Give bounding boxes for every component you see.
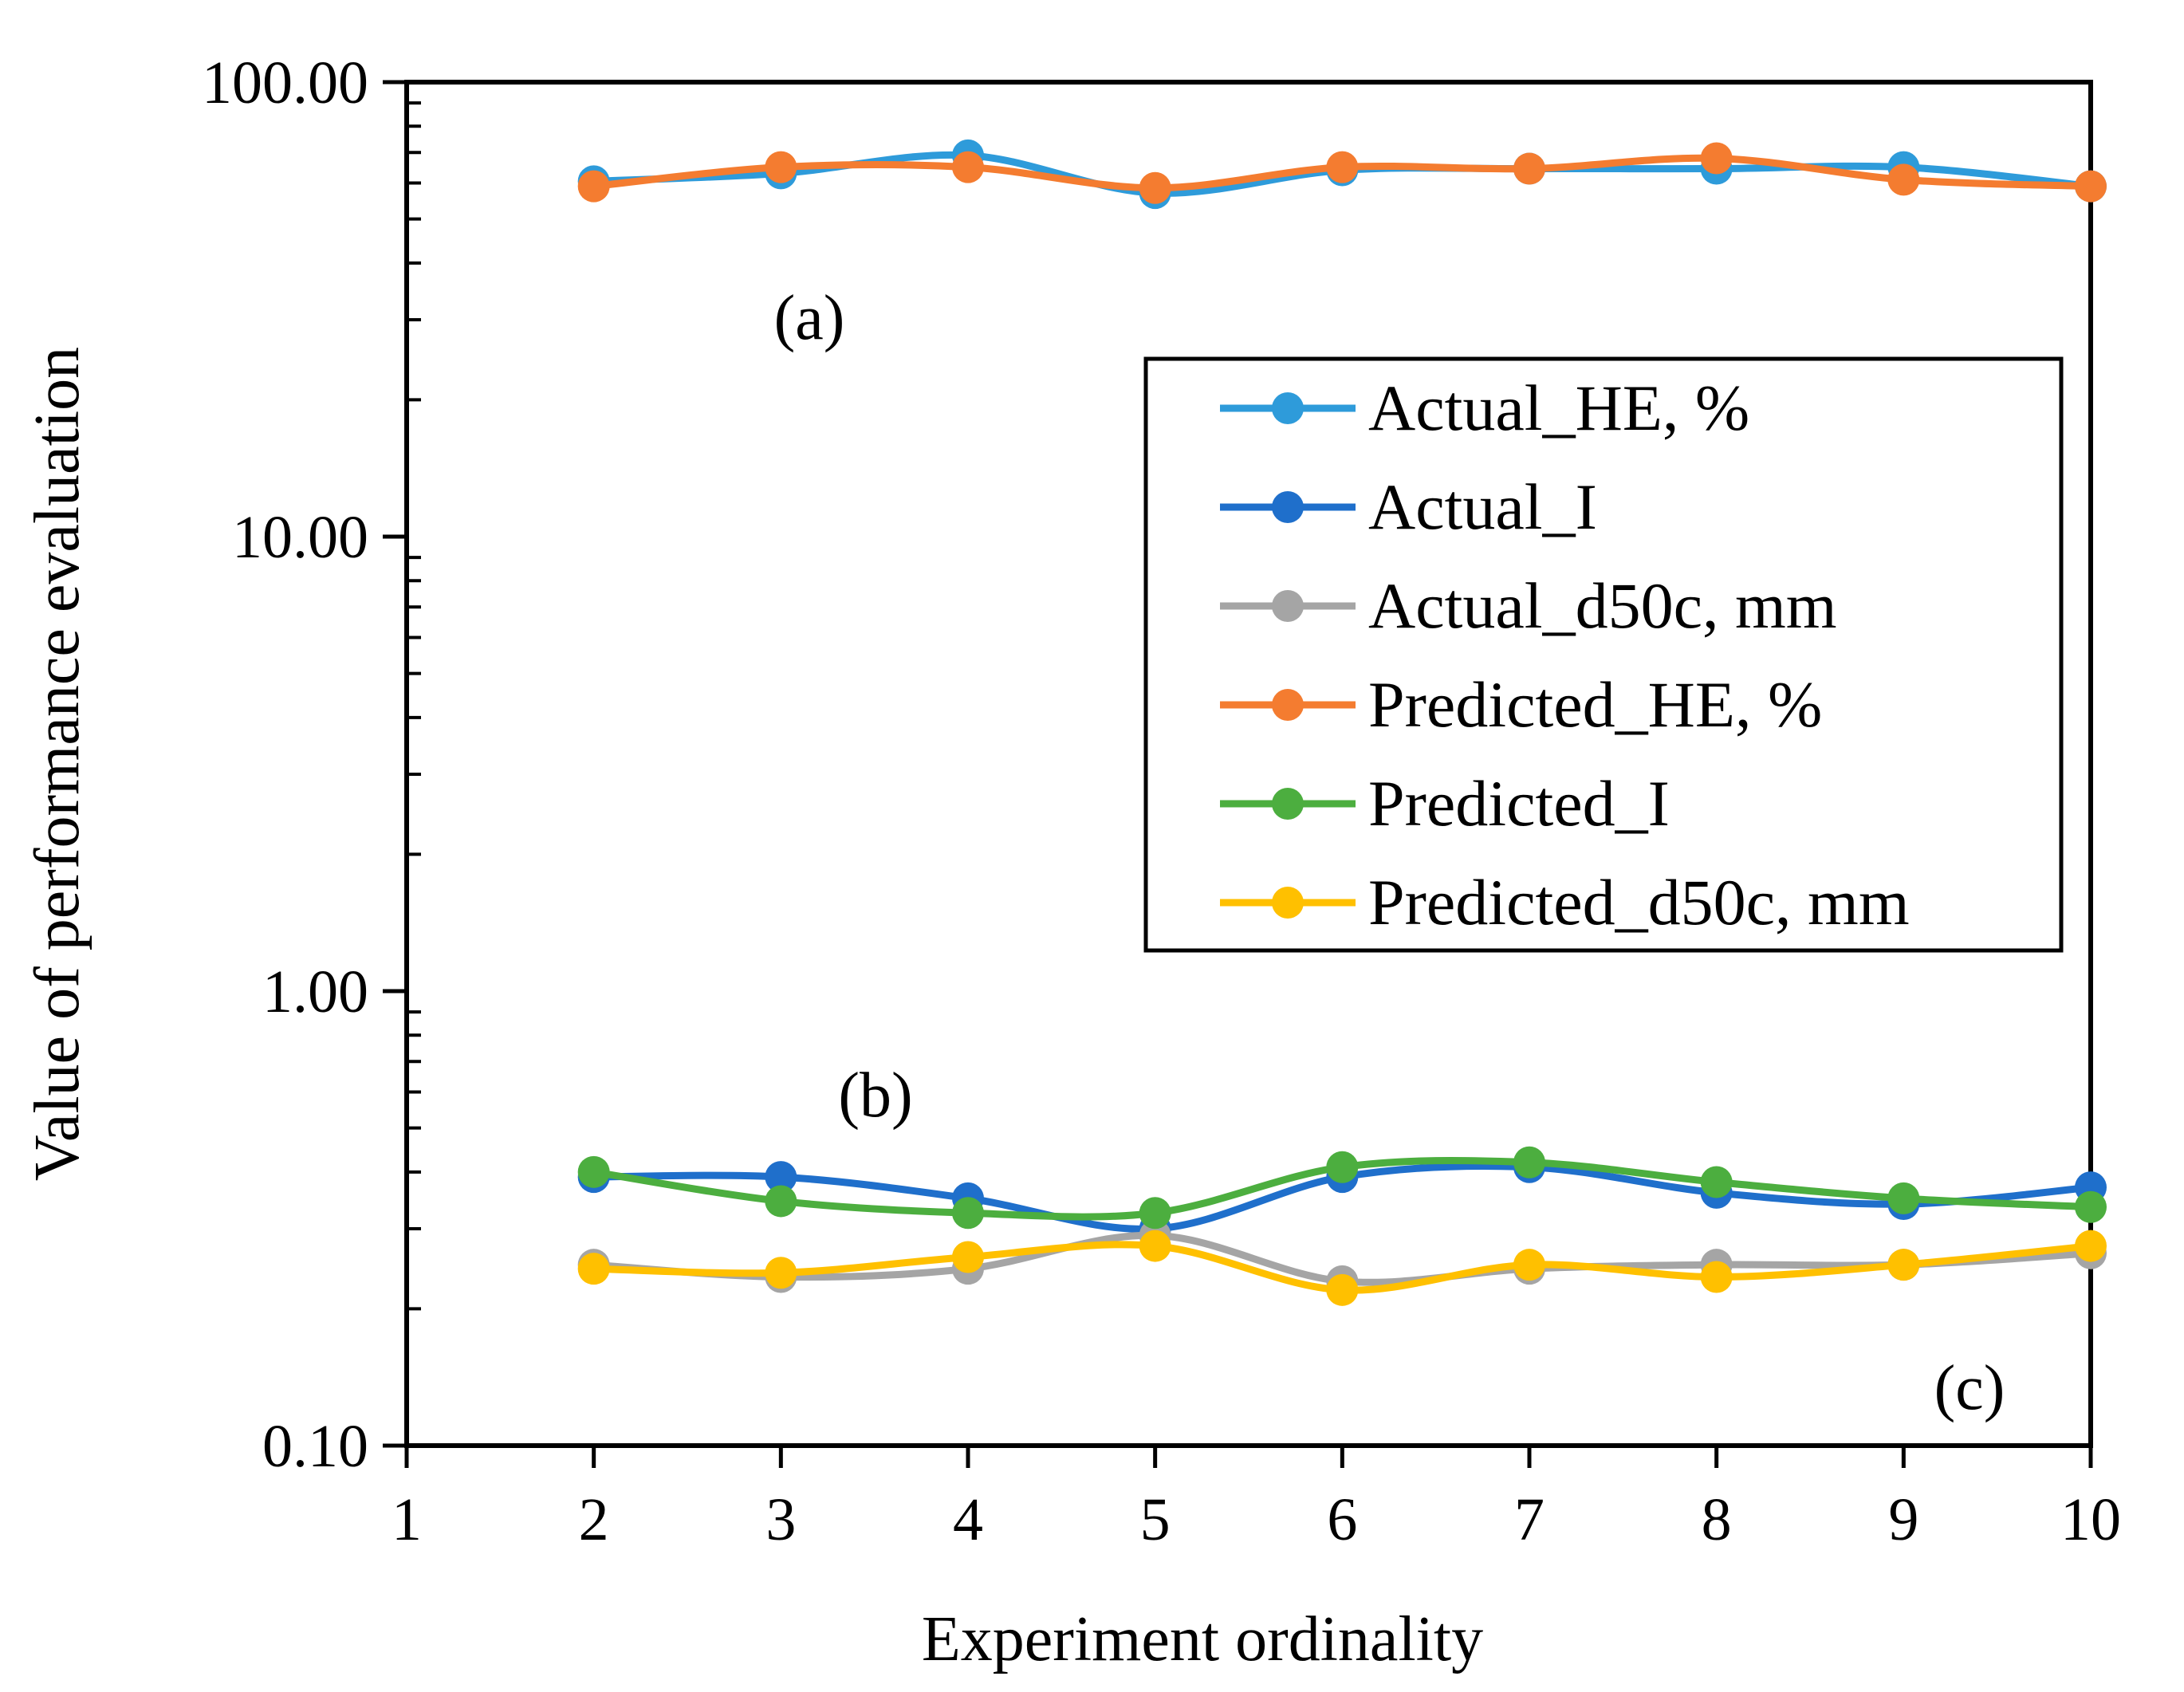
series-5-point-9 xyxy=(1887,1249,1920,1281)
series-4-point-8 xyxy=(1700,1166,1733,1198)
series-5-point-10 xyxy=(2075,1230,2107,1262)
axis-ticks xyxy=(383,80,2093,1468)
annotation-b: (b) xyxy=(838,1060,912,1131)
series-3-point-6 xyxy=(1326,151,1359,183)
legend: Actual_HE, % Actual_I Actual_d50c, mm Predi… xyxy=(1143,356,2064,953)
series-4-point-2 xyxy=(577,1155,610,1188)
series-5-point-8 xyxy=(1700,1261,1733,1293)
legend-marker-2 xyxy=(1272,590,1304,622)
annotation-a: (a) xyxy=(774,283,845,353)
y-tick-label-3: 100.00 xyxy=(202,49,368,116)
legend-label-5: Predicted_d50c, mm xyxy=(1368,866,1910,938)
x-tick-label-5: 5 xyxy=(1140,1486,1171,1553)
x-tick-label-9: 9 xyxy=(1888,1486,1918,1553)
series-4-point-10 xyxy=(2075,1190,2107,1223)
legend-box xyxy=(1143,356,2064,953)
series-4-point-4 xyxy=(952,1197,984,1230)
y-tick-label-2: 10.00 xyxy=(232,504,368,571)
series-3 xyxy=(577,142,2107,204)
series-3-point-2 xyxy=(577,170,610,203)
legend-label-2: Actual_d50c, mm xyxy=(1368,569,1837,642)
series-5-point-6 xyxy=(1326,1273,1359,1306)
series-3-point-8 xyxy=(1700,142,1733,175)
series-3-point-5 xyxy=(1139,171,1171,204)
x-tick-label-6: 6 xyxy=(1327,1486,1357,1553)
series-4-point-6 xyxy=(1326,1151,1359,1183)
series-3-point-10 xyxy=(2075,170,2107,203)
series-4-point-9 xyxy=(1887,1182,1920,1214)
x-tick-label-1: 1 xyxy=(392,1486,422,1553)
legend-label-1: Actual_I xyxy=(1368,470,1597,543)
legend-marker-3 xyxy=(1272,689,1304,721)
legend-label-3: Predicted_HE, % xyxy=(1368,668,1822,741)
series-4-point-7 xyxy=(1513,1146,1545,1178)
series-5-point-5 xyxy=(1139,1230,1171,1262)
tick-labels: 1 2 3 4 5 6 7 8 9 10 0.10 1.00 10.00 100.00 xyxy=(202,49,2121,1553)
annotation-c: (c) xyxy=(1934,1353,2005,1423)
x-tick-label-3: 3 xyxy=(765,1486,796,1553)
series-4 xyxy=(577,1146,2107,1230)
x-axis-title: Experiment ordinality xyxy=(922,1604,1483,1674)
legend-marker-0 xyxy=(1272,392,1304,424)
x-tick-label-8: 8 xyxy=(1702,1486,1732,1553)
legend-label-4: Predicted_I xyxy=(1368,767,1670,840)
legend-label-0: Actual_HE, % xyxy=(1368,372,1749,444)
x-tick-label-4: 4 xyxy=(953,1486,983,1553)
legend-marker-5 xyxy=(1272,887,1304,919)
series-1-point-3 xyxy=(765,1161,797,1194)
legend-marker-4 xyxy=(1272,788,1304,820)
legend-marker-1 xyxy=(1272,491,1304,523)
x-tick-label-7: 7 xyxy=(1514,1486,1545,1553)
series-3-point-7 xyxy=(1513,152,1545,185)
series-4-point-5 xyxy=(1139,1197,1171,1230)
series-layer xyxy=(577,139,2107,1306)
series-5-point-2 xyxy=(577,1253,610,1285)
series-3-point-3 xyxy=(765,151,797,183)
series-4-point-3 xyxy=(765,1185,797,1218)
series-5-point-7 xyxy=(1513,1249,1545,1281)
x-tick-label-2: 2 xyxy=(579,1486,609,1553)
y-tick-label-0: 0.10 xyxy=(262,1413,368,1480)
y-axis-title: Value of performance evaluation xyxy=(22,347,92,1181)
series-5-point-3 xyxy=(765,1257,797,1289)
series-5 xyxy=(577,1230,2107,1306)
x-tick-label-10: 10 xyxy=(2060,1486,2121,1553)
series-3-point-4 xyxy=(952,151,984,183)
y-tick-label-1: 1.00 xyxy=(262,958,368,1025)
series-5-point-4 xyxy=(952,1241,984,1273)
series-3-point-9 xyxy=(1887,163,1920,196)
legend-entries: Actual_HE, % Actual_I Actual_d50c, mm Predi… xyxy=(1220,372,1910,938)
